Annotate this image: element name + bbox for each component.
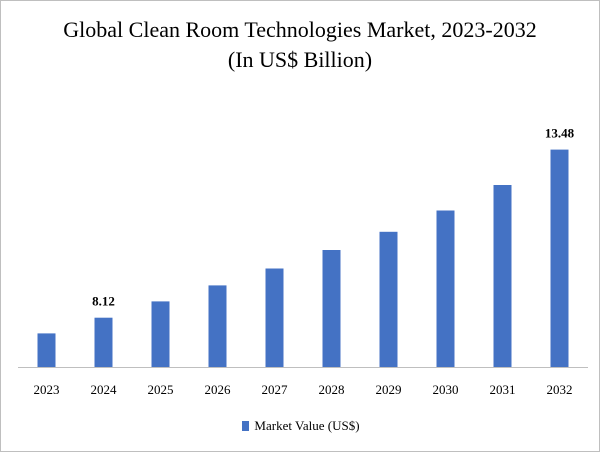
x-tick-label-2030: 2030	[433, 382, 459, 397]
data-label-2032: 13.48	[545, 126, 575, 141]
x-tick-label-2029: 2029	[376, 382, 402, 397]
legend: Market Value (US$)	[1, 418, 600, 434]
chart-title: Global Clean Room Technologies Market, 2…	[63, 17, 537, 72]
legend-label: Market Value (US$)	[254, 418, 360, 433]
bar-2026	[208, 285, 227, 367]
bar-2029	[379, 231, 398, 367]
bar-2027	[265, 268, 284, 367]
bar-2028	[322, 250, 341, 367]
data-label-2024: 8.12	[92, 294, 115, 309]
x-tick-label-2024: 2024	[91, 382, 118, 397]
bar-2024	[94, 317, 113, 367]
bar-2032	[550, 149, 569, 367]
x-tick-label-2026: 2026	[205, 382, 232, 397]
bar-2023	[37, 333, 56, 367]
legend-swatch	[242, 421, 250, 431]
bar-2030	[436, 210, 455, 367]
x-tick-label-2023: 2023	[34, 382, 60, 397]
x-tick-label-2031: 2031	[490, 382, 516, 397]
x-tick-label-2027: 2027	[262, 382, 289, 397]
x-tick-label-2032: 2032	[547, 382, 573, 397]
x-tick-label-2028: 2028	[319, 382, 345, 397]
x-tick-label-2025: 2025	[148, 382, 174, 397]
bar-2025	[151, 301, 170, 367]
bar-2031	[493, 185, 512, 367]
